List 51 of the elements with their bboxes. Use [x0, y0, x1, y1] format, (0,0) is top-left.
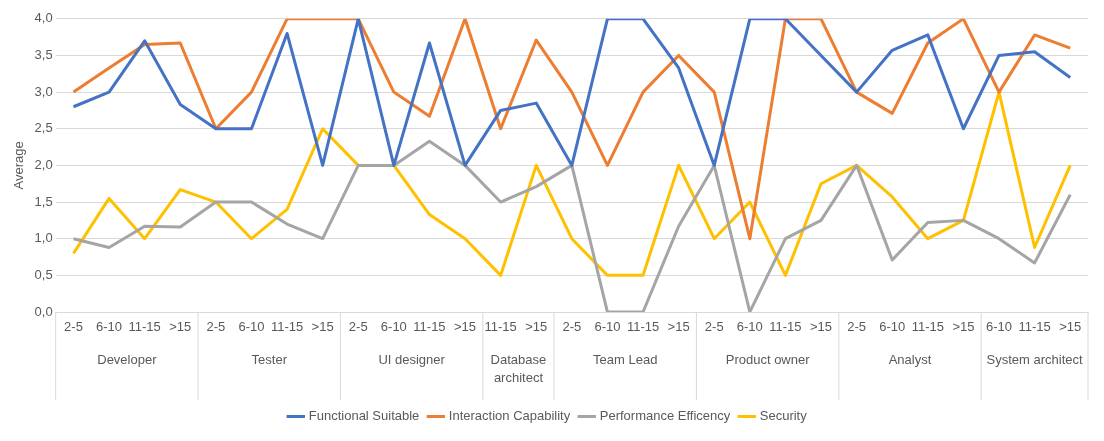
x-tick-label: 6-10 [985, 319, 1013, 335]
y-tick-label: 2,5 [34, 120, 53, 136]
x-tick-label: >15 [454, 319, 477, 335]
text: Team Lead [593, 351, 658, 367]
x-tick-label: 2-5 [64, 319, 83, 335]
y-tick-label: 0,0 [34, 303, 53, 319]
x-tick-label: 2-5 [206, 319, 226, 335]
y-tick-label: 4,0 [34, 10, 53, 26]
x-tick-label: 11-15 [626, 319, 660, 335]
text: System architect [986, 351, 1084, 367]
y-tick-label: 2,0 [34, 156, 53, 172]
x-tick-label: 6-10 [96, 319, 123, 335]
text: Tester [251, 351, 288, 367]
y-tick-label: 3,0 [34, 83, 53, 99]
text: Developer [97, 351, 158, 367]
x-tick-label: >15 [311, 319, 334, 335]
x-tick-label: >15 [169, 319, 192, 335]
legend-label: Functional Suitable [308, 408, 420, 424]
x-tick-label: >15 [667, 319, 690, 335]
x-tick-label: 11-15 [1018, 319, 1051, 335]
x-tick-label: 11-15 [270, 319, 304, 335]
x-tick-label: >15 [1059, 319, 1082, 335]
legend-label: Security [759, 408, 808, 424]
x-tick-label: 6-10 [238, 319, 265, 335]
text: UI designer [378, 351, 446, 367]
y-tick-label: 3,5 [34, 47, 53, 63]
x-tick-label: 11-15 [911, 319, 944, 335]
x-tick-label: 6-10 [380, 319, 407, 335]
x-tick-label: 11-15 [484, 319, 517, 335]
x-tick-label: 11-15 [769, 319, 802, 335]
text: Analyst [888, 351, 932, 367]
x-tick-label: 2-5 [847, 319, 867, 335]
x-tick-label: 6-10 [736, 319, 763, 335]
x-tick-label: 2-5 [562, 319, 582, 335]
x-tick-label: 2-5 [704, 319, 724, 335]
y-tick-label: 0,5 [34, 266, 53, 282]
legend-label: Performance Efficency [599, 408, 731, 424]
x-tick-label: 6-10 [879, 319, 906, 335]
x-tick-label: 6-10 [594, 319, 621, 335]
x-tick-label: >15 [952, 319, 975, 335]
x-tick-label: 11-15 [413, 319, 446, 335]
x-tick-label: 11-15 [128, 319, 161, 335]
text: Database architect [490, 351, 547, 385]
text: Product owner [725, 351, 811, 367]
x-tick-label: >15 [809, 319, 833, 335]
x-tick-label: 2-5 [348, 319, 368, 335]
legend-label: Interaction Capability [448, 408, 571, 424]
y-tick-label: 1,5 [34, 193, 53, 209]
y-tick-label: 1,0 [34, 230, 53, 246]
x-tick-label: >15 [525, 319, 548, 335]
y-axis-title: Average [11, 141, 27, 190]
